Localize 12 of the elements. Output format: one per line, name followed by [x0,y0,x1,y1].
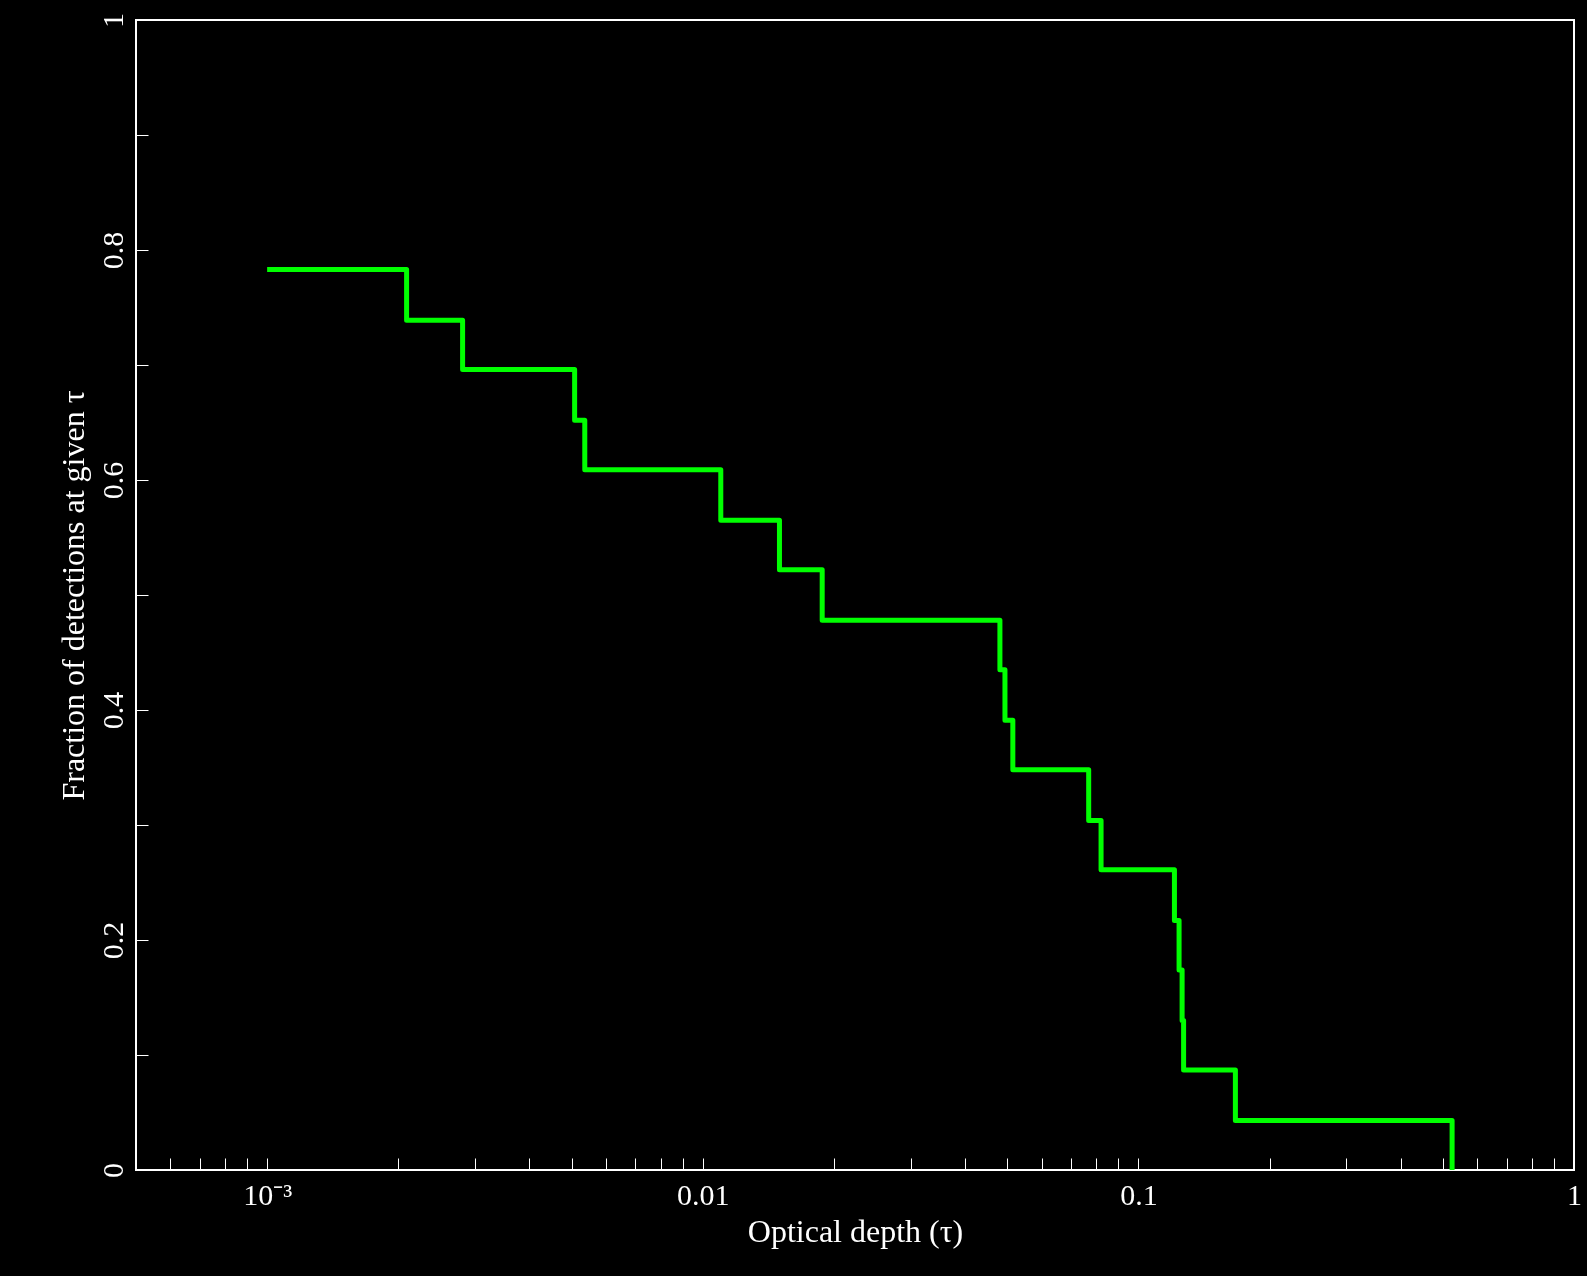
x-tick-label: 1 [1567,1177,1582,1211]
y-tick-label: 0 [95,1163,129,1178]
y-tick-label: 0.4 [95,691,129,730]
y-tick-label: 0.6 [95,461,129,500]
x-axis-title: Optical depth (τ) [747,1212,964,1249]
y-tick-label: 0.8 [95,231,129,270]
x-tick-label: 10⁻³ [243,1177,293,1211]
y-tick-label: 0.2 [95,921,129,960]
x-tick-label: 0.01 [677,1177,730,1211]
y-tick-label: 1 [95,13,129,28]
x-tick-label: 0.1 [1120,1177,1158,1211]
y-axis-title: Fraction of detections at given τ [54,390,91,801]
